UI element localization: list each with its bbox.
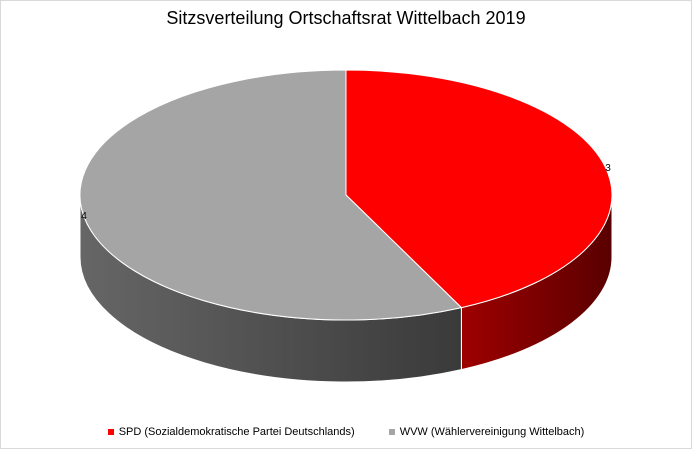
pie-slice-spd	[345, 69, 613, 309]
legend-swatch-spd	[107, 429, 114, 435]
legend-item-spd: SPD (Sozialdemokratische Partei Deutschl…	[107, 426, 355, 438]
legend-swatch-wvw	[388, 429, 395, 435]
legend: SPD (Sozialdemokratische Partei Deutschl…	[0, 426, 692, 438]
data-label-spd: 3	[605, 163, 611, 174]
data-label-wvw: 4	[81, 211, 87, 222]
legend-item-wvw: WVW (Wählervereinigung Wittelbach)	[388, 426, 585, 438]
legend-label-wvw: WVW (Wählervereinigung Wittelbach)	[399, 426, 585, 438]
chart-title: Sitzsverteilung Ortschaftsrat Wittelbach…	[166, 8, 526, 28]
legend-label-spd: SPD (Sozialdemokratische Partei Deutschl…	[118, 426, 355, 438]
pie-slice-wvw	[79, 69, 463, 321]
